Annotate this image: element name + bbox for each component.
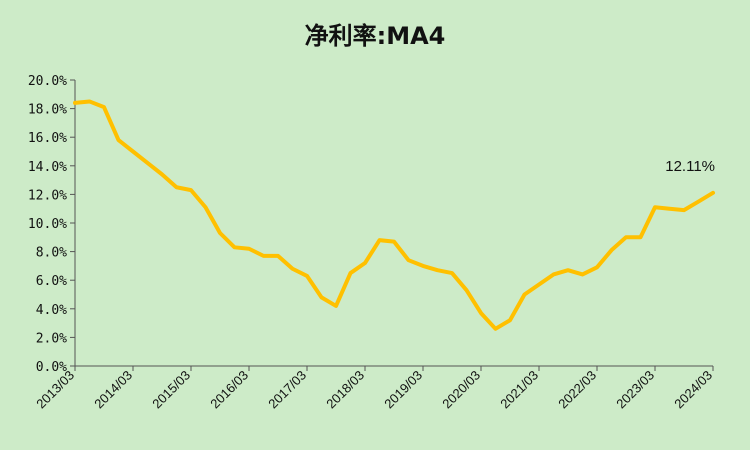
- data-point: [378, 238, 382, 242]
- x-tick-label: 2014/03: [91, 368, 135, 412]
- x-tick-label: 2024/03: [671, 368, 715, 412]
- y-tick-label: 18.0%: [28, 103, 67, 118]
- chart-title: 净利率:MA4: [305, 22, 446, 50]
- data-point: [175, 185, 179, 189]
- x-tick-label: 2021/03: [497, 368, 541, 412]
- data-point: [421, 264, 425, 268]
- last-value-label: 12.11%: [665, 158, 715, 175]
- data-point: [711, 191, 715, 195]
- data-point: [88, 99, 92, 103]
- x-tick-label: 2017/03: [265, 368, 309, 412]
- y-tick-label: 12.0%: [28, 188, 67, 203]
- data-point: [349, 271, 353, 275]
- data-point: [320, 295, 324, 299]
- data-point: [291, 267, 295, 271]
- y-axis: 0.0% 2.0% 4.0% 6.0% 8.0% 10.0% 12.0% 14.0% 16.0%…: [28, 74, 76, 375]
- series-line: [73, 99, 715, 331]
- y-tick-label: 4.0%: [36, 303, 67, 318]
- data-point: [682, 208, 686, 212]
- x-tick-label: 2018/03: [323, 368, 367, 412]
- data-point: [450, 271, 454, 275]
- data-point: [363, 261, 367, 265]
- y-tick-label: 2.0%: [36, 331, 67, 346]
- data-point: [581, 272, 585, 276]
- data-point: [494, 327, 498, 331]
- data-point: [566, 268, 570, 272]
- y-tick-label: 8.0%: [36, 246, 67, 261]
- data-point: [479, 311, 483, 315]
- data-point: [653, 205, 657, 209]
- x-tick-label: 2016/03: [207, 368, 251, 412]
- data-point: [639, 235, 643, 239]
- data-point: [624, 235, 628, 239]
- data-point: [697, 200, 701, 204]
- data-point: [523, 293, 527, 297]
- data-point: [218, 231, 222, 235]
- data-point: [189, 188, 193, 192]
- plot-area: 12.11%: [73, 99, 715, 331]
- x-tick-label: 2022/03: [555, 368, 599, 412]
- data-point: [73, 101, 77, 105]
- y-tick-label: 10.0%: [28, 217, 67, 232]
- data-point: [204, 205, 208, 209]
- x-tick-label: 2020/03: [439, 368, 483, 412]
- data-point: [407, 258, 411, 262]
- y-tick-label: 20.0%: [28, 74, 67, 89]
- data-point: [537, 282, 541, 286]
- data-point: [595, 265, 599, 269]
- data-point: [131, 150, 135, 154]
- data-point: [610, 248, 614, 252]
- y-tick-label: 14.0%: [28, 160, 67, 175]
- data-point: [247, 247, 251, 251]
- data-point: [102, 105, 106, 109]
- data-point: [233, 245, 237, 249]
- x-axis: 2013/03 2014/03 2015/03 2016/03 2017/03 2018/…: [33, 365, 715, 412]
- data-point: [668, 207, 672, 211]
- y-tick-label: 6.0%: [36, 274, 67, 289]
- data-point: [436, 268, 440, 272]
- data-point: [465, 288, 469, 292]
- data-point: [334, 304, 338, 308]
- data-point: [508, 318, 512, 322]
- x-tick-label: 2015/03: [149, 368, 193, 412]
- data-point: [276, 254, 280, 258]
- data-point: [262, 254, 266, 258]
- data-point: [160, 172, 164, 176]
- data-point: [552, 272, 556, 276]
- y-tick-label: 0.0%: [36, 360, 67, 375]
- data-point: [392, 240, 396, 244]
- data-point: [146, 161, 150, 165]
- x-tick-label: 2023/03: [613, 368, 657, 412]
- data-point: [117, 138, 121, 142]
- y-tick-label: 16.0%: [28, 131, 67, 146]
- data-point: [305, 274, 309, 278]
- x-tick-label: 2019/03: [381, 368, 425, 412]
